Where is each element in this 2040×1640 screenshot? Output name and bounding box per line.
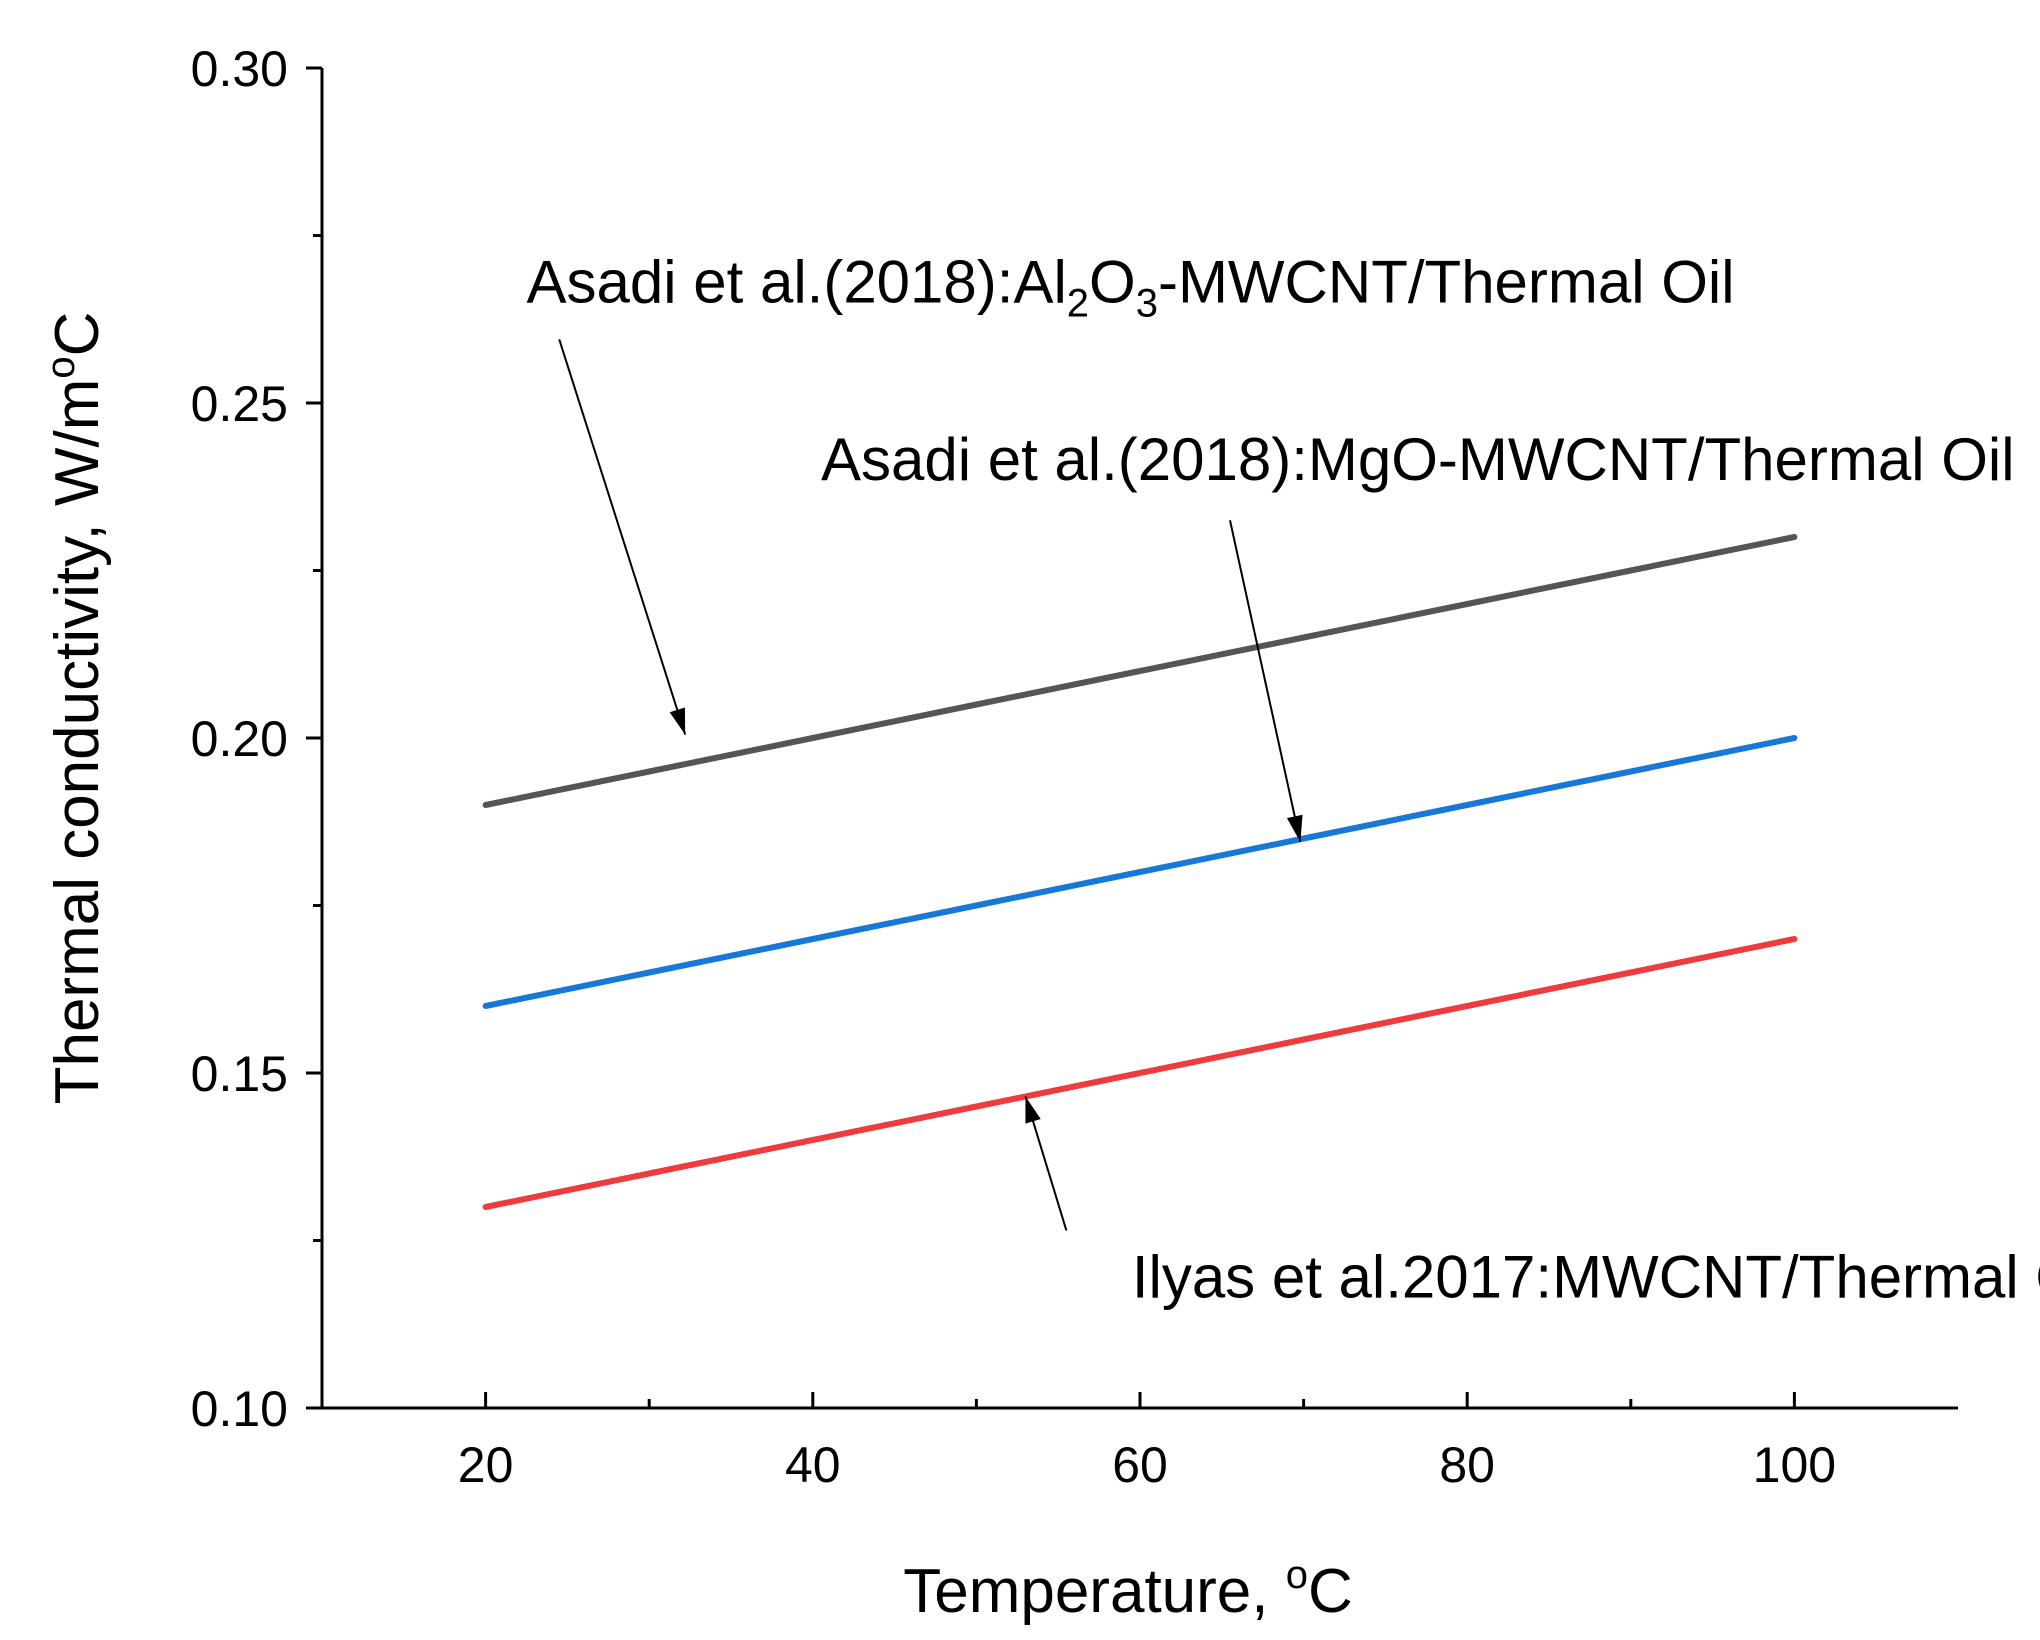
y-axis-unit: C xyxy=(43,312,112,357)
x-axis-unit: C xyxy=(1308,1557,1353,1626)
annotation-label-2: Asadi et al.(2018):MgO-MWCNT/Thermal Oil xyxy=(821,426,2015,493)
annotation-layer: Asadi et al.(2018):Al2O3-MWCNT/Thermal O… xyxy=(527,249,2040,1311)
x-tick-label: 60 xyxy=(1112,1437,1168,1493)
series-line-1 xyxy=(482,534,1798,808)
annotation-label-3: Ilyas et al.2017:MWCNT/Thermal Oil xyxy=(1132,1243,2040,1310)
annotation-arrowhead-3 xyxy=(1025,1096,1041,1124)
y-tick-label: 0.15 xyxy=(191,1046,288,1102)
y-tick-label: 0.25 xyxy=(191,376,288,432)
series-layer xyxy=(482,534,1798,1210)
annotation-arrowhead-1 xyxy=(669,707,686,735)
annotation-arrow-1 xyxy=(558,339,687,735)
axes: 20 40 60 80 100 0.10 0.15 0.20 0.25 0.30 xyxy=(191,41,1958,1493)
y-axis-degree: o xyxy=(39,356,83,378)
annotation-arrow-2 xyxy=(1229,520,1302,843)
x-tick-label: 100 xyxy=(1753,1437,1836,1493)
x-axis-degree: o xyxy=(1286,1553,1308,1597)
x-tick-label: 80 xyxy=(1439,1437,1495,1493)
annotation-label-1: Asadi et al.(2018):Al2O3-MWCNT/Thermal O… xyxy=(527,249,1735,326)
y-tick-label: 0.10 xyxy=(191,1381,288,1437)
annotation-arrowhead-2 xyxy=(1286,814,1303,842)
x-tick-label: 40 xyxy=(785,1437,841,1493)
x-axis-title: Temperature, oC xyxy=(903,1553,1353,1626)
series-line-3 xyxy=(482,936,1798,1210)
series-line-2 xyxy=(482,735,1798,1009)
y-tick-label: 0.30 xyxy=(191,41,288,97)
y-tick-label: 0.20 xyxy=(191,711,288,767)
y-axis-title: Thermal conductivity, W/moC xyxy=(39,312,112,1105)
x-tick-label: 20 xyxy=(458,1437,514,1493)
